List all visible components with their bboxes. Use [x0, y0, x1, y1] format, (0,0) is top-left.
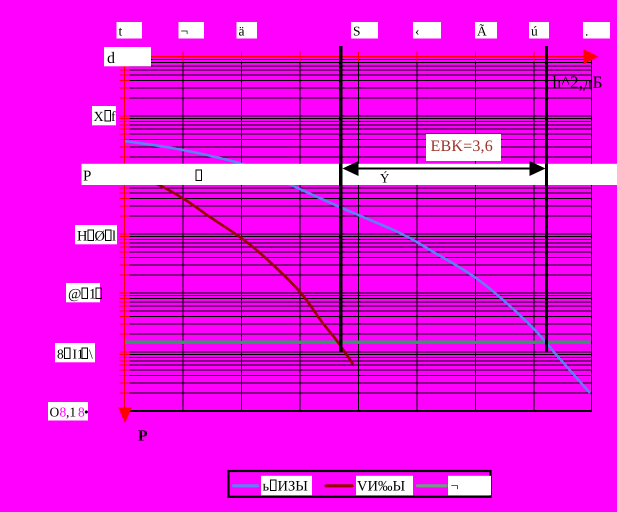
- svg-text:‹: ‹: [415, 24, 420, 39]
- svg-text:EBK=3,6: EBK=3,6: [431, 138, 493, 155]
- svg-text:ä: ä: [239, 24, 245, 39]
- svg-text:¬: ¬: [181, 24, 189, 39]
- svg-text:8: 8: [57, 347, 64, 362]
- svg-text:P: P: [138, 428, 148, 445]
- svg-text:O: O: [50, 405, 60, 420]
- svg-text:t: t: [119, 24, 123, 39]
- svg-text:h^2,дБ: h^2,дБ: [553, 72, 603, 92]
- svg-text:H: H: [77, 229, 88, 245]
- svg-text:S: S: [353, 24, 361, 39]
- svg-text:VИ‰Ы: VИ‰Ы: [357, 479, 405, 495]
- svg-text:1: 1: [89, 287, 96, 303]
- svg-text:Ý: Ý: [380, 171, 390, 186]
- svg-text:Ã: Ã: [477, 24, 487, 39]
- svg-text:ИЗЫ: ИЗЫ: [278, 479, 309, 495]
- svg-text:.: .: [585, 24, 588, 39]
- svg-text:\: \: [89, 347, 93, 362]
- svg-text:•: •: [84, 405, 89, 420]
- svg-text:ú: ú: [531, 24, 538, 39]
- svg-text:f: f: [111, 110, 116, 125]
- svg-text:,1: ,1: [66, 405, 76, 420]
- svg-text:@: @: [68, 287, 81, 303]
- svg-text:Р: Р: [83, 169, 91, 185]
- svg-text:¬: ¬: [451, 479, 459, 495]
- svg-text:Ø: Ø: [95, 229, 105, 245]
- svg-text:X: X: [94, 110, 104, 125]
- svg-text:ь: ь: [263, 479, 270, 495]
- svg-text:d: d: [107, 50, 115, 67]
- svg-text:l: l: [112, 229, 116, 245]
